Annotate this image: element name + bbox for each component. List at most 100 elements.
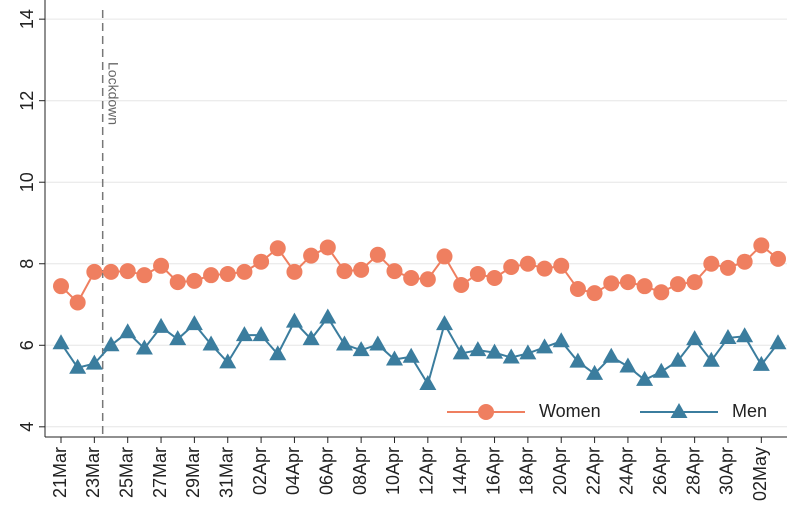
point [703, 255, 720, 272]
point [369, 335, 387, 351]
x-tick-label: 23Mar [83, 447, 103, 498]
x-tick-label: 28Apr [683, 447, 703, 495]
point [319, 239, 336, 256]
point [502, 348, 520, 364]
legend-label: Men [732, 401, 767, 421]
point [203, 267, 220, 284]
point [53, 278, 69, 295]
point [686, 274, 703, 291]
point [552, 332, 570, 348]
x-tick-label: 18Apr [517, 447, 537, 495]
point [553, 257, 570, 274]
point [719, 328, 737, 344]
point [619, 274, 636, 291]
x-tick-label: 02May [750, 447, 770, 501]
point [478, 404, 494, 420]
x-tick-label: 25Mar [116, 447, 136, 498]
point [619, 357, 637, 373]
point [336, 263, 353, 280]
x-tick-label: 22Apr [583, 447, 603, 495]
point [569, 352, 587, 368]
x-tick-label: 27Mar [150, 447, 170, 498]
x-tick-label: 12Apr [417, 447, 437, 495]
point [385, 350, 403, 366]
point [469, 341, 487, 357]
x-tick-label: 02Apr [250, 447, 270, 495]
x-tick-label: 06Apr [317, 447, 337, 495]
y-tick-label: 4 [17, 422, 37, 432]
point [486, 270, 503, 287]
point [369, 246, 386, 263]
point [119, 323, 137, 339]
point [102, 336, 120, 352]
point [669, 351, 687, 367]
point [386, 263, 403, 280]
point [403, 270, 420, 287]
point [153, 257, 170, 274]
point [769, 334, 787, 350]
point [736, 253, 753, 270]
point [69, 358, 87, 374]
series-line [60, 244, 779, 305]
x-tick-label: 30Apr [717, 447, 737, 495]
x-tick-label: 29Mar [183, 447, 203, 498]
point [235, 326, 253, 342]
point [652, 362, 670, 378]
point [269, 240, 286, 257]
point [753, 237, 770, 254]
point [686, 330, 704, 346]
point [286, 263, 303, 280]
point [636, 370, 654, 386]
x-tick-label: 08Apr [350, 447, 370, 495]
point [536, 260, 553, 277]
point [152, 317, 170, 333]
point [219, 353, 237, 369]
point [419, 375, 437, 391]
point [302, 330, 320, 346]
point [453, 276, 470, 293]
point [352, 341, 370, 357]
point [202, 335, 220, 351]
x-tick-label: 14Apr [450, 447, 470, 495]
point [586, 364, 604, 380]
point [52, 334, 70, 350]
point [436, 248, 453, 265]
point [770, 250, 786, 267]
point [335, 335, 353, 351]
point [519, 344, 537, 360]
point [602, 347, 620, 363]
point [436, 315, 454, 331]
annotation: Lockdown [106, 62, 122, 125]
point [269, 345, 287, 361]
point [719, 259, 736, 276]
point [669, 276, 686, 293]
x-tick-label: 10Apr [383, 447, 403, 495]
point [303, 247, 320, 264]
point [69, 294, 86, 311]
point [353, 261, 370, 278]
x-tick-label: 24Apr [617, 447, 637, 495]
x-tick-label: 26Apr [650, 447, 670, 495]
point [702, 351, 720, 367]
y-tick-label: 12 [17, 91, 37, 111]
point [103, 263, 120, 280]
point [452, 344, 470, 360]
x-tick-label: 21Mar [50, 447, 70, 498]
x-tick-label: 31Mar [216, 447, 236, 498]
point [319, 308, 337, 324]
x-tick-label: 04Apr [283, 447, 303, 495]
point [402, 347, 420, 363]
y-tick-label: 6 [17, 340, 37, 350]
point [503, 259, 520, 276]
point [419, 271, 436, 288]
point [186, 272, 203, 289]
point [86, 263, 103, 280]
point [219, 265, 236, 282]
point [519, 255, 536, 272]
point [486, 343, 504, 359]
point [135, 339, 153, 355]
point [670, 403, 688, 418]
y-tick-label: 8 [17, 259, 37, 269]
point [736, 327, 754, 343]
